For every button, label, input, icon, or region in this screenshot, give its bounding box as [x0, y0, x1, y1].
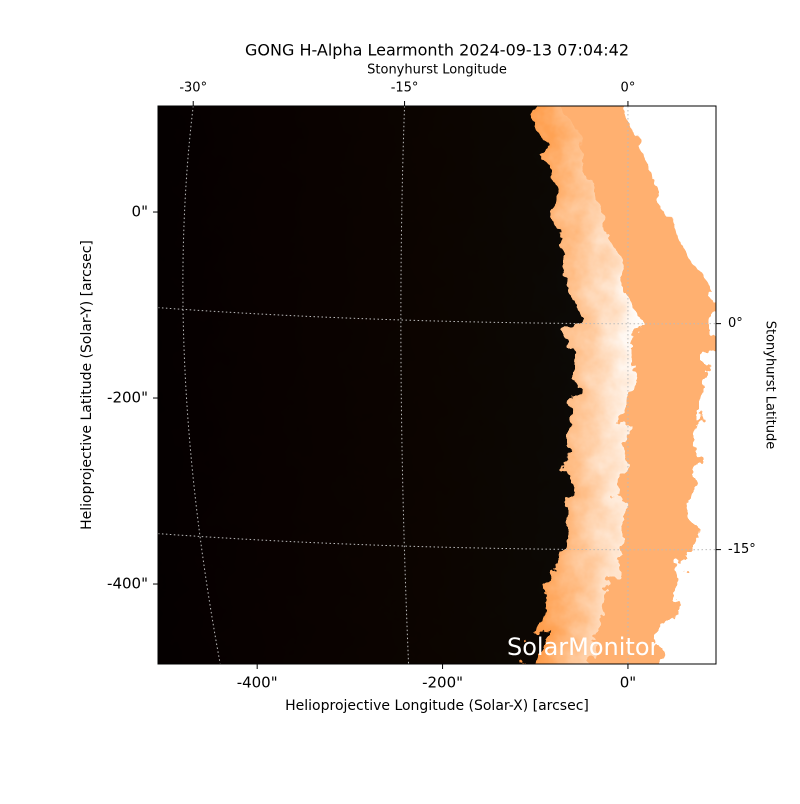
grid-line: [158, 533, 716, 551]
y-tick-label: -400": [107, 575, 148, 593]
x2-tick-label: -30°: [179, 81, 207, 96]
y2-tick-label: 0°: [728, 316, 743, 331]
y-tick-label: 0": [132, 203, 148, 221]
x-tick-label: 0": [620, 674, 636, 692]
grid-line: [158, 307, 716, 325]
x-tick-label: -200": [422, 674, 463, 692]
y2-tick-label: -15°: [728, 542, 756, 557]
chart-title: GONG H-Alpha Learmonth 2024-09-13 07:04:…: [245, 41, 629, 60]
x2-tick-label: -15°: [391, 81, 419, 96]
grid-line: [400, 106, 410, 664]
plot-frame: [157, 105, 717, 665]
grid-line: [182, 106, 221, 664]
y2-axis-label: Stonyhurst Latitude: [763, 321, 778, 450]
x-axis-label: Helioprojective Longitude (Solar-X) [arc…: [285, 698, 589, 714]
x-tick-label: -400": [237, 674, 278, 692]
x2-tick-label: 0°: [621, 81, 636, 96]
y-axis-label: Helioprojective Latitude (Solar-Y) [arcs…: [79, 240, 95, 530]
y-tick-label: -200": [107, 389, 148, 407]
watermark: SolarMonitor: [507, 633, 660, 661]
solar-image: [158, 106, 716, 664]
x2-axis-label: Stonyhurst Longitude: [367, 63, 507, 78]
